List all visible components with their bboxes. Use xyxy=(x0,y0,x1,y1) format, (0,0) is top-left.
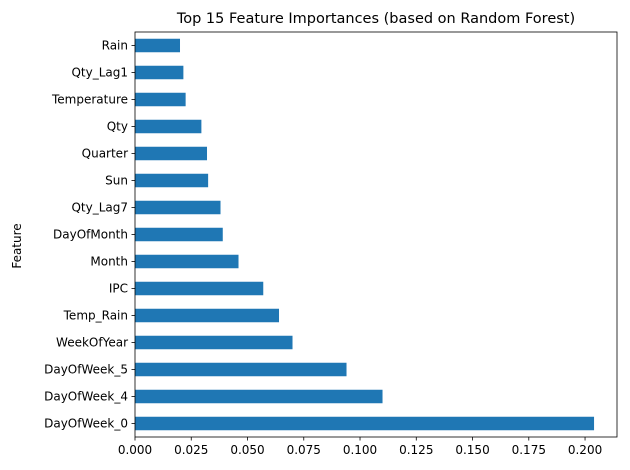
bar-weekofyear xyxy=(135,335,293,350)
y-tick-label: Qty xyxy=(107,120,128,134)
x-tick-label: 0.125 xyxy=(399,443,433,457)
bar-temp-rain xyxy=(135,308,280,323)
bar-rain xyxy=(135,38,181,53)
x-tick-label: 0.025 xyxy=(174,443,208,457)
y-tick-label: Qty_Lag7 xyxy=(71,201,128,215)
y-axis-label: Feature xyxy=(10,223,24,268)
y-tick-label: DayOfWeek_0 xyxy=(44,417,128,431)
x-tick-label: 0.100 xyxy=(343,443,377,457)
bar-month xyxy=(135,254,239,269)
y-tick-label: Temp_Rain xyxy=(63,309,128,323)
y-tick-label: Sun xyxy=(105,174,128,188)
chart-title: Top 15 Feature Importances (based on Ran… xyxy=(176,11,575,27)
y-tick-label: WeekOfYear xyxy=(56,336,128,350)
y-tick-label: IPC xyxy=(109,282,128,296)
y-tick-label: Temperature xyxy=(51,93,128,107)
bar-quarter xyxy=(135,146,208,161)
y-tick-label: DayOfWeek_4 xyxy=(44,390,128,404)
y-tick-label: DayOfWeek_5 xyxy=(44,363,128,377)
bar-temperature xyxy=(135,92,186,107)
bar-qty-lag1 xyxy=(135,65,184,80)
bar-qty xyxy=(135,119,202,134)
y-tick-label: Month xyxy=(90,255,128,269)
bar-dayofweek-0 xyxy=(135,416,595,431)
x-tick-label: 0.050 xyxy=(230,443,264,457)
x-tick-label: 0.000 xyxy=(118,443,152,457)
x-tick-label: 0.075 xyxy=(287,443,321,457)
x-tick-label: 0.175 xyxy=(512,443,546,457)
bar-ipc xyxy=(135,281,264,296)
bar-qty-lag7 xyxy=(135,200,221,215)
bar-dayofweek-4 xyxy=(135,389,383,404)
bar-dayofmonth xyxy=(135,227,223,242)
y-tick-label: Qty_Lag1 xyxy=(71,66,128,80)
x-tick-label: 0.200 xyxy=(568,443,602,457)
bar-sun xyxy=(135,173,209,188)
plot-frame xyxy=(134,31,618,438)
x-tick-label: 0.150 xyxy=(455,443,489,457)
y-tick-label: Quarter xyxy=(82,147,128,161)
y-tick-label: DayOfMonth xyxy=(53,228,128,242)
y-tick-label: Rain xyxy=(102,39,128,53)
bar-dayofweek-5 xyxy=(135,362,347,377)
